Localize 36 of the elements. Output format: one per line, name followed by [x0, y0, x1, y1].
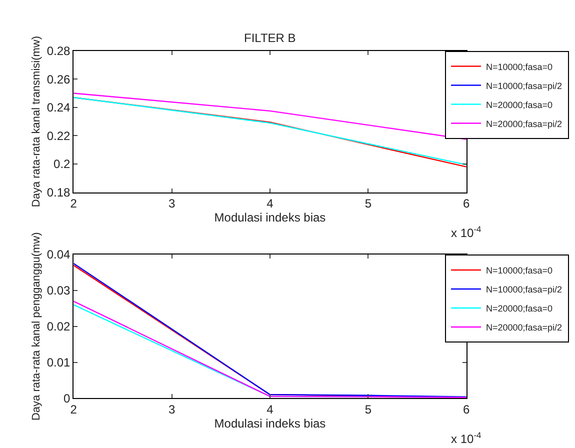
y-axis-title: Daya rata-rata kanal transmisi(mw): [30, 36, 43, 208]
legend-label: N=20000;fasa=pi/2: [486, 118, 562, 129]
legend-label: N=20000;fasa=0: [486, 304, 553, 314]
x-tick-label: 4: [266, 196, 274, 211]
y-tick-label: 0.02: [46, 320, 71, 334]
x-tick-label: 4: [266, 402, 274, 417]
legend-label: N=20000;fasa=pi/2: [486, 322, 562, 333]
x-tick-label: 2: [70, 402, 78, 417]
y-tick-label: 0.26: [46, 72, 71, 86]
y-tick-label: 0: [64, 391, 71, 406]
text: x 10$^{-4}$: [451, 430, 482, 446]
chart-title: FILTER B: [244, 31, 296, 45]
y-tick-label: 0.24: [46, 100, 71, 115]
y-axis-title: Daya rata-rata kanal pengganggu(mw): [30, 232, 43, 421]
y-tick-label: 0.28: [46, 44, 71, 58]
legend-label: N=20000;fasa=0: [486, 100, 553, 110]
y-tick-label: 0.2: [54, 157, 71, 172]
legend-label: N=10000;fasa=pi/2: [486, 80, 562, 91]
x-tick-label: 5: [364, 402, 372, 417]
y-tick-label: 0.01: [46, 356, 71, 370]
y-tick-label: 0.04: [46, 248, 71, 262]
legend-label: N=10000;fasa=pi/2: [486, 284, 562, 295]
text: x 10$^{-4}$: [451, 224, 482, 240]
x-tick-label: 6: [462, 402, 470, 417]
x-tick-label: 2: [70, 196, 78, 211]
x-tick-label: 5: [364, 196, 372, 211]
y-tick-label: 0.18: [46, 186, 71, 200]
x-axis-title: Modulasi indeks bias: [214, 416, 326, 431]
legend-label: N=10000;fasa=0: [486, 266, 553, 276]
y-tick-label: 0.22: [46, 128, 71, 143]
x-tick-label: 3: [168, 402, 176, 417]
legend-label: N=10000;fasa=0: [486, 62, 553, 72]
x-tick-label: 6: [462, 196, 470, 211]
x-tick-label: 3: [168, 196, 176, 211]
x-axis-title: Modulasi indeks bias: [214, 210, 326, 225]
y-tick-label: 0.03: [46, 284, 71, 298]
